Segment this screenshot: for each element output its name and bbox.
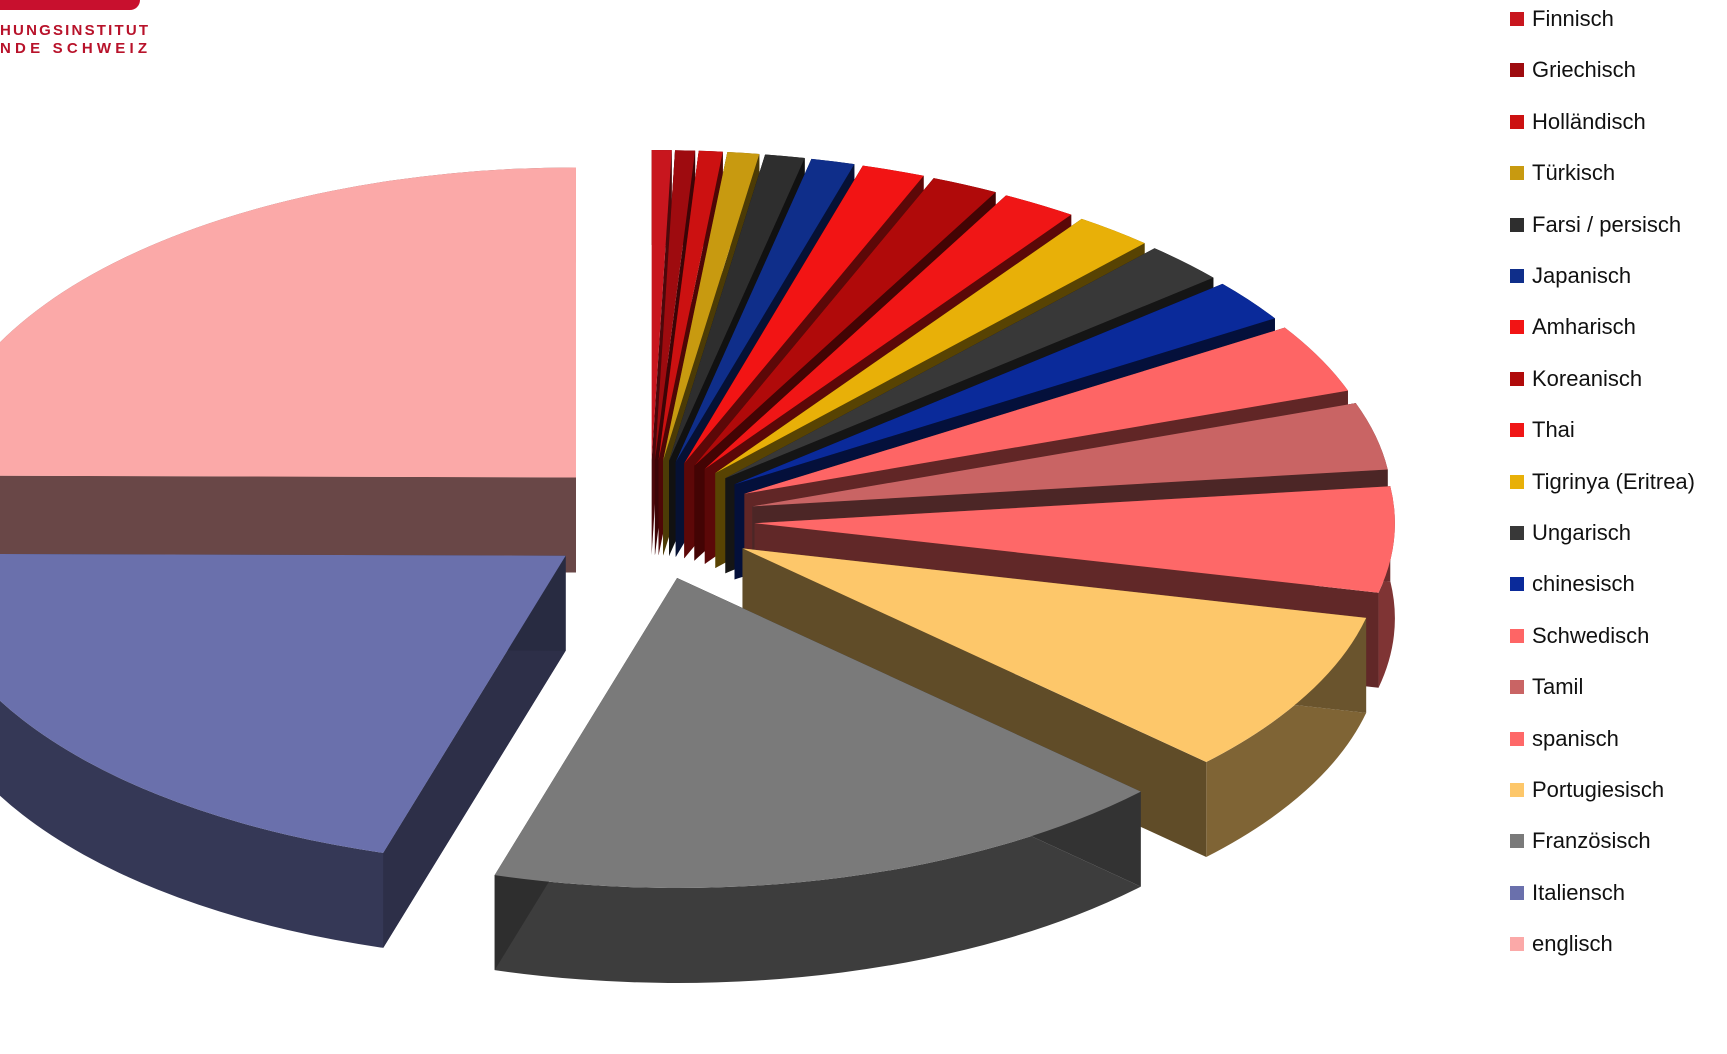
legend-label: Finnisch (1532, 6, 1614, 31)
logo-text-line-2: NDE SCHWEIZ (0, 40, 152, 57)
legend-label: Schwedisch (1532, 622, 1650, 648)
legend-label: chinesisch (1532, 571, 1635, 597)
pie-slice-ungarisch (725, 248, 1214, 479)
legend-label: Koreanisch (1532, 365, 1643, 391)
legend-label: Holländisch (1532, 108, 1646, 134)
legend-swatch (1510, 166, 1524, 181)
logo-swoosh (0, 0, 140, 10)
legend-label: Ungarisch (1532, 520, 1632, 545)
legend-item-koreanisch: Koreanisch (1510, 364, 1642, 394)
legend-swatch (1510, 731, 1524, 746)
pie-chart (0, 150, 1395, 983)
legend-swatch (1510, 114, 1524, 129)
legend-swatch (1510, 783, 1524, 797)
pie-slice-franz-sisch (494, 577, 1141, 888)
legend-label: Farsi / persisch (1532, 211, 1682, 237)
legend-item-griechisch: Griechisch (1510, 55, 1636, 85)
legend-swatch (1510, 320, 1524, 335)
pie-slice-holl-ndisch (658, 150, 723, 461)
pie-slice-chinesisch (734, 283, 1275, 485)
legend-item-tigrinya-eritrea: Tigrinya (Eritrea) (1510, 467, 1695, 497)
legend-label: Türkisch (1532, 160, 1616, 186)
legend-item-t-rkisch: Türkisch (1510, 158, 1615, 188)
pie-slice-amharisch (684, 165, 924, 464)
legend-swatch (1510, 371, 1524, 386)
pie-slice-t-rkisch (663, 152, 760, 461)
legend-swatch (1510, 577, 1524, 592)
pie-slice-japanisch (675, 158, 855, 462)
legend-item-schwedisch: Schwedisch (1510, 621, 1649, 651)
legend-item-thai: Thai (1510, 415, 1575, 445)
legend-swatch (1510, 680, 1524, 695)
pie-slice-griechisch (654, 150, 696, 461)
legend-item-franz-sisch: Französisch (1510, 826, 1651, 856)
pie-top-faces (0, 150, 1395, 888)
legend-label: Tigrinya (Eritrea) (1532, 468, 1695, 494)
legend-label: Thai (1532, 417, 1575, 443)
legend-swatch (1510, 217, 1524, 232)
legend-swatch (1510, 474, 1524, 489)
pie-slice-schwedisch (744, 327, 1348, 494)
legend-swatch (1510, 526, 1524, 540)
legend-item-holl-ndisch: Holländisch (1510, 107, 1646, 137)
legend-swatch (1510, 885, 1524, 900)
legend-item-tamil: Tamil (1510, 672, 1583, 702)
legend-label: Japanisch (1532, 263, 1632, 288)
legend-swatch (1510, 423, 1524, 438)
pie-slice-italiensch (0, 554, 566, 853)
pie-slice-thai (704, 195, 1072, 469)
pie-slice-wall-englisch (0, 475, 576, 573)
pie-slice-wall-italiensch (383, 555, 566, 948)
legend-label: Tamil (1532, 674, 1584, 700)
legend-swatch (1510, 269, 1524, 283)
legend-item-farsi-persisch: Farsi / persisch (1510, 210, 1681, 240)
legend-swatch (1510, 937, 1524, 952)
legend-item-ungarisch: Ungarisch (1510, 518, 1631, 548)
legend-item-englisch: englisch (1510, 929, 1613, 959)
legend-label: Portugiesisch (1532, 777, 1665, 802)
pie-slice-portugiesisch (742, 548, 1367, 763)
legend-item-japanisch: Japanisch (1510, 261, 1631, 291)
legend-label: Griechisch (1532, 57, 1636, 83)
legend-item-portugiesisch: Portugiesisch (1510, 775, 1664, 805)
legend-item-finnisch: Finnisch (1510, 4, 1614, 34)
legend-swatch (1510, 834, 1524, 849)
legend-item-italiensch: Italiensch (1510, 878, 1625, 908)
pie-slice-spanisch (754, 486, 1395, 593)
legend-item-amharisch: Amharisch (1510, 312, 1636, 342)
legend-swatch (1510, 628, 1524, 643)
legend-label: Französisch (1532, 828, 1651, 854)
legend-item-chinesisch: chinesisch (1510, 569, 1635, 599)
pie-slice-tigrinya-eritrea (715, 218, 1145, 474)
legend-label: spanisch (1532, 725, 1619, 751)
legend-swatch (1510, 12, 1524, 26)
legend-label: Italiensch (1532, 879, 1625, 905)
legend-item-spanisch: spanisch (1510, 724, 1619, 754)
legend-label: Amharisch (1532, 314, 1636, 340)
logo-text-line-1: HUNGSINSTITUT (0, 22, 151, 39)
pie-slice-side-franz-sisch (494, 577, 1141, 983)
legend-swatch (1510, 63, 1524, 78)
institute-logo: HUNGSINSTITUT NDE SCHWEIZ (0, 0, 210, 72)
pie-slice-koreanisch (694, 178, 996, 466)
pie-slice-finnisch (651, 150, 672, 461)
pie-slice-tamil (752, 403, 1388, 507)
pie-slice-farsi-persisch (669, 154, 805, 461)
legend-label: englisch (1532, 931, 1613, 957)
pie-slice-englisch (0, 167, 576, 478)
